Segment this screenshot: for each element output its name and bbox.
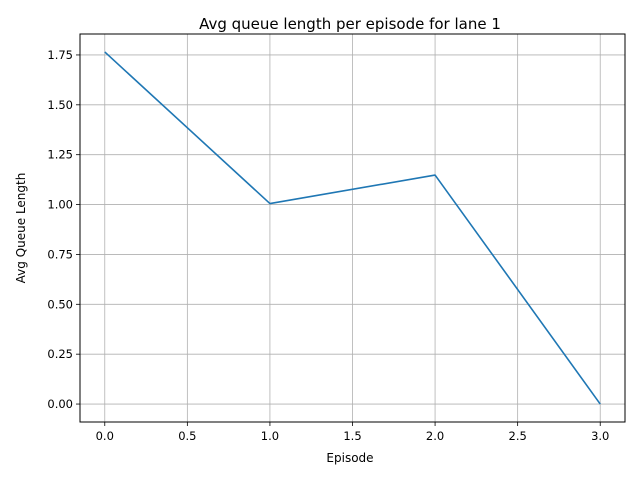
- x-tick-label: 3.0: [591, 429, 609, 443]
- y-tick-label: 0.25: [47, 347, 73, 361]
- y-tick-label: 0.50: [47, 297, 73, 311]
- y-axis-ticks: 0.00 0.25 0.50 0.75 1.00 1.25 1.50 1.75: [47, 48, 80, 411]
- series-group: [104, 51, 601, 405]
- chart-title: Avg queue length per episode for lane 1: [199, 15, 501, 33]
- x-tick-label: 1.0: [261, 429, 279, 443]
- y-tick-label: 0.00: [47, 397, 73, 411]
- y-tick-label: 1.75: [47, 48, 73, 62]
- y-tick-label: 1.00: [47, 198, 73, 212]
- y-tick-label: 1.25: [47, 148, 73, 162]
- x-tick-label: 1.5: [343, 429, 361, 443]
- x-tick-label: 0.5: [178, 429, 196, 443]
- x-axis-ticks: 0.0 0.5 1.0 1.5 2.0 2.5 3.0: [96, 422, 609, 443]
- x-tick-label: 0.0: [96, 429, 114, 443]
- x-axis-label: Episode: [326, 451, 373, 465]
- x-tick-label: 2.5: [509, 429, 527, 443]
- grid-lines: [80, 34, 625, 422]
- y-axis-label: Avg Queue Length: [14, 173, 28, 284]
- x-tick-label: 2.0: [426, 429, 444, 443]
- series-line: [104, 51, 601, 405]
- y-tick-label: 0.75: [47, 247, 73, 261]
- y-tick-label: 1.50: [47, 98, 73, 112]
